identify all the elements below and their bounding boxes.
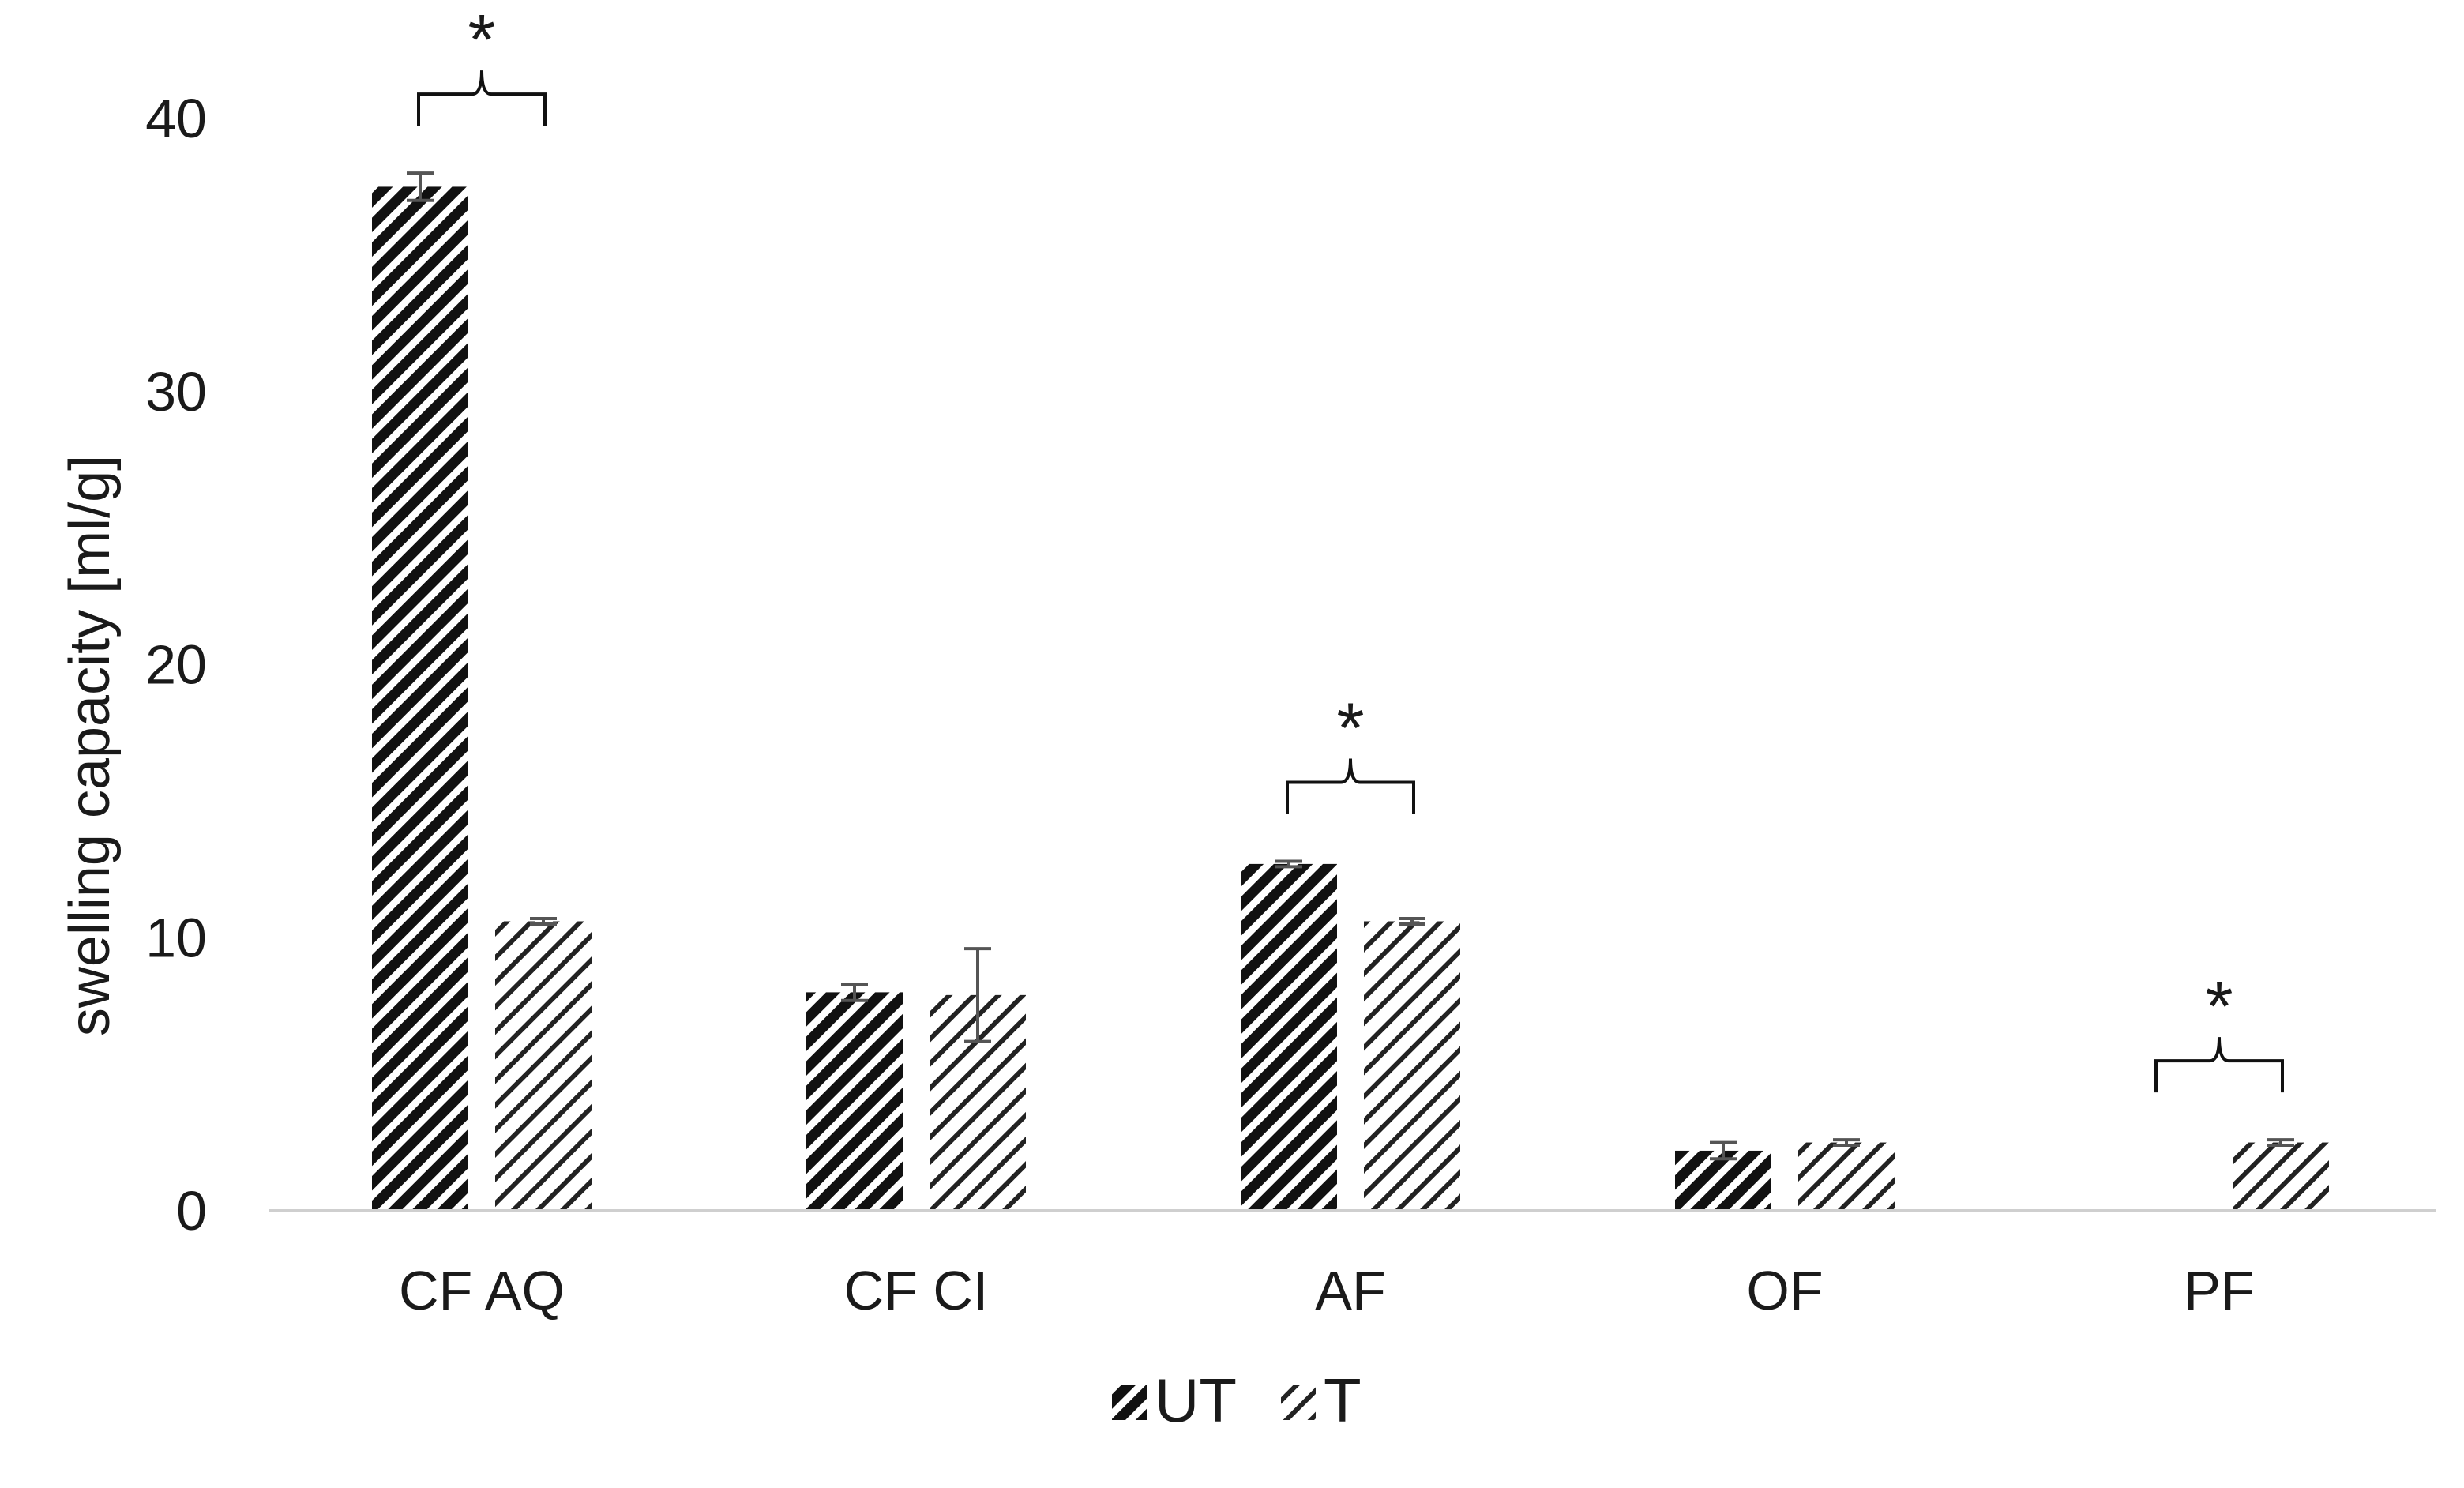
legend-swatch-t bbox=[1281, 1385, 1316, 1420]
legend-swatch-ut bbox=[1112, 1385, 1147, 1420]
x-tick-label: CF CI bbox=[844, 1260, 989, 1321]
bar-ut-0 bbox=[372, 186, 468, 1211]
y-tick-label: 10 bbox=[145, 907, 207, 968]
significance-label: * bbox=[1336, 689, 1364, 768]
significance-bracket bbox=[417, 70, 547, 126]
x-tick-label: AF bbox=[1315, 1260, 1385, 1321]
x-tick-label: CF AQ bbox=[399, 1260, 565, 1321]
legend-label-ut: UT bbox=[1155, 1366, 1237, 1435]
bar-t-4 bbox=[2233, 1142, 2329, 1211]
bar-ut-1 bbox=[806, 992, 903, 1211]
legend-label-t: T bbox=[1324, 1366, 1362, 1435]
y-axis-label: swelling capacity [ml/g] bbox=[58, 455, 122, 1036]
y-tick-label: 30 bbox=[145, 361, 207, 423]
bar-t-3 bbox=[1798, 1142, 1895, 1211]
x-tick-label: OF bbox=[1746, 1260, 1823, 1321]
significance-label: * bbox=[468, 1, 495, 80]
y-tick-label: 40 bbox=[145, 88, 207, 149]
bar-t-2 bbox=[1364, 921, 1460, 1211]
bar-ut-2 bbox=[1241, 863, 1337, 1211]
significance-bracket bbox=[1286, 758, 1415, 814]
y-tick-label: 20 bbox=[145, 634, 207, 696]
x-tick-label: PF bbox=[2184, 1260, 2254, 1321]
bar-ut-3 bbox=[1675, 1150, 1771, 1211]
y-tick-label: 0 bbox=[176, 1180, 207, 1242]
significance-label: * bbox=[2205, 968, 2233, 1046]
plot-area: 0 10 20 30 40 swelling capacity [ml/g] CF AQ CF… bbox=[58, 1, 2436, 1435]
bar-t-0 bbox=[495, 921, 592, 1211]
